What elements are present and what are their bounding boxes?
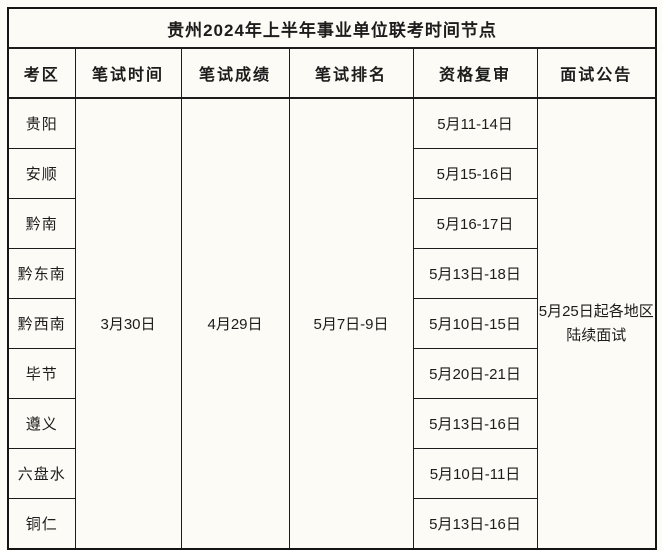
table-row: 黔南 5月16-17日 <box>7 198 656 249</box>
region-cell: 安顺 <box>7 148 76 199</box>
region-cell: 毕节 <box>7 348 76 399</box>
qualification-review-cell: 5月16-17日 <box>412 198 538 249</box>
interview-notice-cell: 5月25日起各地区陆续面试 <box>536 97 657 550</box>
col-header-written-exam-rank: 笔试排名 <box>288 47 414 99</box>
region-cell: 贵阳 <box>7 97 76 149</box>
col-header-region: 考区 <box>7 47 76 99</box>
col-header-qualification-review: 资格复审 <box>412 47 538 99</box>
col-header-interview-notice: 面试公告 <box>536 47 657 99</box>
table-row: 黔东南 5月13日-18日 <box>7 248 656 299</box>
written-exam-score-cell: 4月29日 <box>180 97 290 550</box>
region-cell: 六盘水 <box>7 448 76 499</box>
qualification-review-cell: 5月20日-21日 <box>412 348 538 399</box>
table-header-row: 考区 笔试时间 笔试成绩 笔试排名 资格复审 面试公告 <box>7 47 657 99</box>
table-row: 贵阳 3月30日 4月29日 5月7日-9日 5月11-14日 5月25日起各地… <box>7 97 657 550</box>
table-row: 安顺 5月15-16日 <box>7 148 656 199</box>
qualification-review-cell: 5月13日-18日 <box>412 248 538 299</box>
qualification-review-cell: 5月10日-15日 <box>412 298 538 349</box>
table-row: 六盘水 5月10日-11日 <box>7 448 656 499</box>
region-cell: 黔东南 <box>7 248 76 299</box>
qualification-review-cell: 5月13日-16日 <box>412 498 538 550</box>
region-cell: 遵义 <box>7 398 76 449</box>
written-exam-rank-cell: 5月7日-9日 <box>288 97 414 550</box>
page: 贵州2024年上半年事业单位联考时间节点 考区 笔试时间 笔试成绩 笔试排名 资… <box>7 7 658 550</box>
written-exam-time-cell: 3月30日 <box>74 97 182 550</box>
table-row: 遵义 5月13日-16日 <box>7 398 656 449</box>
table-row: 毕节 5月20日-21日 <box>7 348 656 399</box>
qualification-review-cell: 5月10日-11日 <box>412 448 538 499</box>
col-header-written-exam-score: 笔试成绩 <box>180 47 290 99</box>
region-cell: 黔西南 <box>7 298 76 349</box>
table-title-row: 贵州2024年上半年事业单位联考时间节点 <box>7 7 657 49</box>
table-title: 贵州2024年上半年事业单位联考时间节点 <box>7 7 657 49</box>
col-header-written-exam-time: 笔试时间 <box>74 47 182 99</box>
qualification-review-cell: 5月15-16日 <box>412 148 538 199</box>
exam-schedule-table: 贵州2024年上半年事业单位联考时间节点 考区 笔试时间 笔试成绩 笔试排名 资… <box>7 7 658 550</box>
table-row: 黔西南 5月10日-15日 <box>7 298 656 349</box>
qualification-review-cell: 5月11-14日 <box>412 97 538 149</box>
region-cell: 铜仁 <box>7 498 76 550</box>
qualification-review-cell: 5月13日-16日 <box>412 398 538 449</box>
region-cell: 黔南 <box>7 198 76 249</box>
